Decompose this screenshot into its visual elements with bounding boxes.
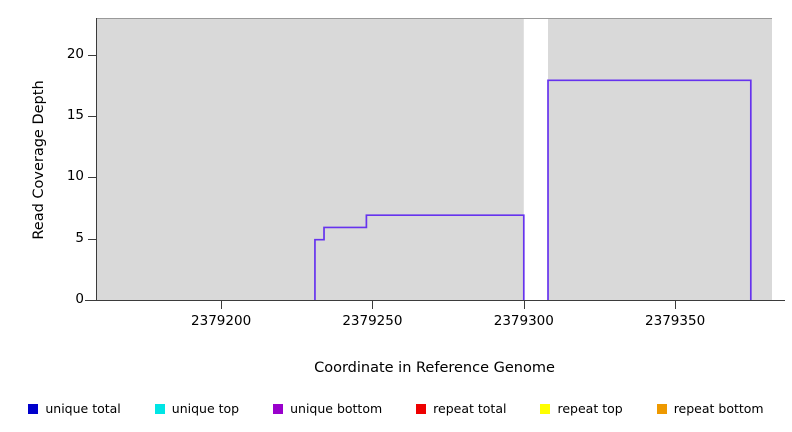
legend-swatch-icon bbox=[540, 404, 551, 414]
y-tick-label: 10 bbox=[66, 168, 84, 185]
x-axis-title: Coordinate in Reference Genome bbox=[314, 360, 555, 376]
y-tick-mark bbox=[88, 238, 96, 240]
x-axis-line bbox=[85, 300, 785, 301]
legend: unique total unique top unique bottom repea… bbox=[0, 398, 792, 420]
y-axis-line bbox=[96, 18, 97, 301]
unique-bottom-step-line bbox=[97, 79, 772, 301]
legend-swatch-icon bbox=[154, 404, 165, 414]
x-tick-label: 2379350 bbox=[645, 313, 706, 329]
legend-item-unique-bottom[interactable]: unique bottom bbox=[273, 400, 383, 416]
x-tick-label: 2379250 bbox=[342, 313, 403, 329]
legend-label: repeat total bbox=[433, 400, 507, 416]
legend-item-unique-top[interactable]: unique top bbox=[154, 400, 240, 416]
y-tick-label: 20 bbox=[66, 45, 84, 62]
legend-swatch-icon bbox=[656, 404, 667, 414]
y-tick-mark bbox=[88, 177, 96, 179]
x-tick-mark bbox=[372, 301, 374, 309]
legend-label: repeat top bbox=[557, 400, 623, 416]
legend-item-unique-total[interactable]: unique total bbox=[28, 400, 121, 416]
legend-swatch-icon bbox=[273, 404, 284, 414]
x-tick-mark bbox=[675, 301, 677, 309]
legend-label: unique total bbox=[45, 400, 121, 416]
y-tick-mark bbox=[88, 116, 96, 118]
y-tick-mark bbox=[88, 300, 96, 301]
y-tick-label: 5 bbox=[75, 229, 84, 246]
legend-item-repeat-bottom[interactable]: repeat bottom bbox=[656, 400, 764, 416]
legend-swatch-icon bbox=[28, 404, 39, 414]
legend-item-repeat-total[interactable]: repeat total bbox=[416, 400, 507, 416]
no-coverage-gap-band bbox=[523, 19, 549, 301]
legend-label: repeat bottom bbox=[673, 400, 764, 416]
plot-panel bbox=[97, 18, 772, 301]
legend-label: unique top bbox=[171, 400, 240, 416]
legend-item-repeat-top[interactable]: repeat top bbox=[540, 400, 623, 416]
x-tick-label: 2379300 bbox=[493, 313, 554, 329]
y-tick-mark bbox=[88, 54, 96, 56]
legend-swatch-icon bbox=[416, 404, 427, 414]
x-tick-label: 2379200 bbox=[191, 313, 252, 329]
legend-label: unique bottom bbox=[290, 400, 383, 416]
y-tick-label: 0 bbox=[75, 291, 84, 307]
plot-series-svg bbox=[97, 19, 772, 301]
y-tick-label: 15 bbox=[66, 107, 84, 124]
x-tick-mark bbox=[221, 301, 223, 309]
x-tick-mark bbox=[523, 301, 525, 309]
y-axis-title: Read Coverage Depth bbox=[31, 80, 47, 240]
